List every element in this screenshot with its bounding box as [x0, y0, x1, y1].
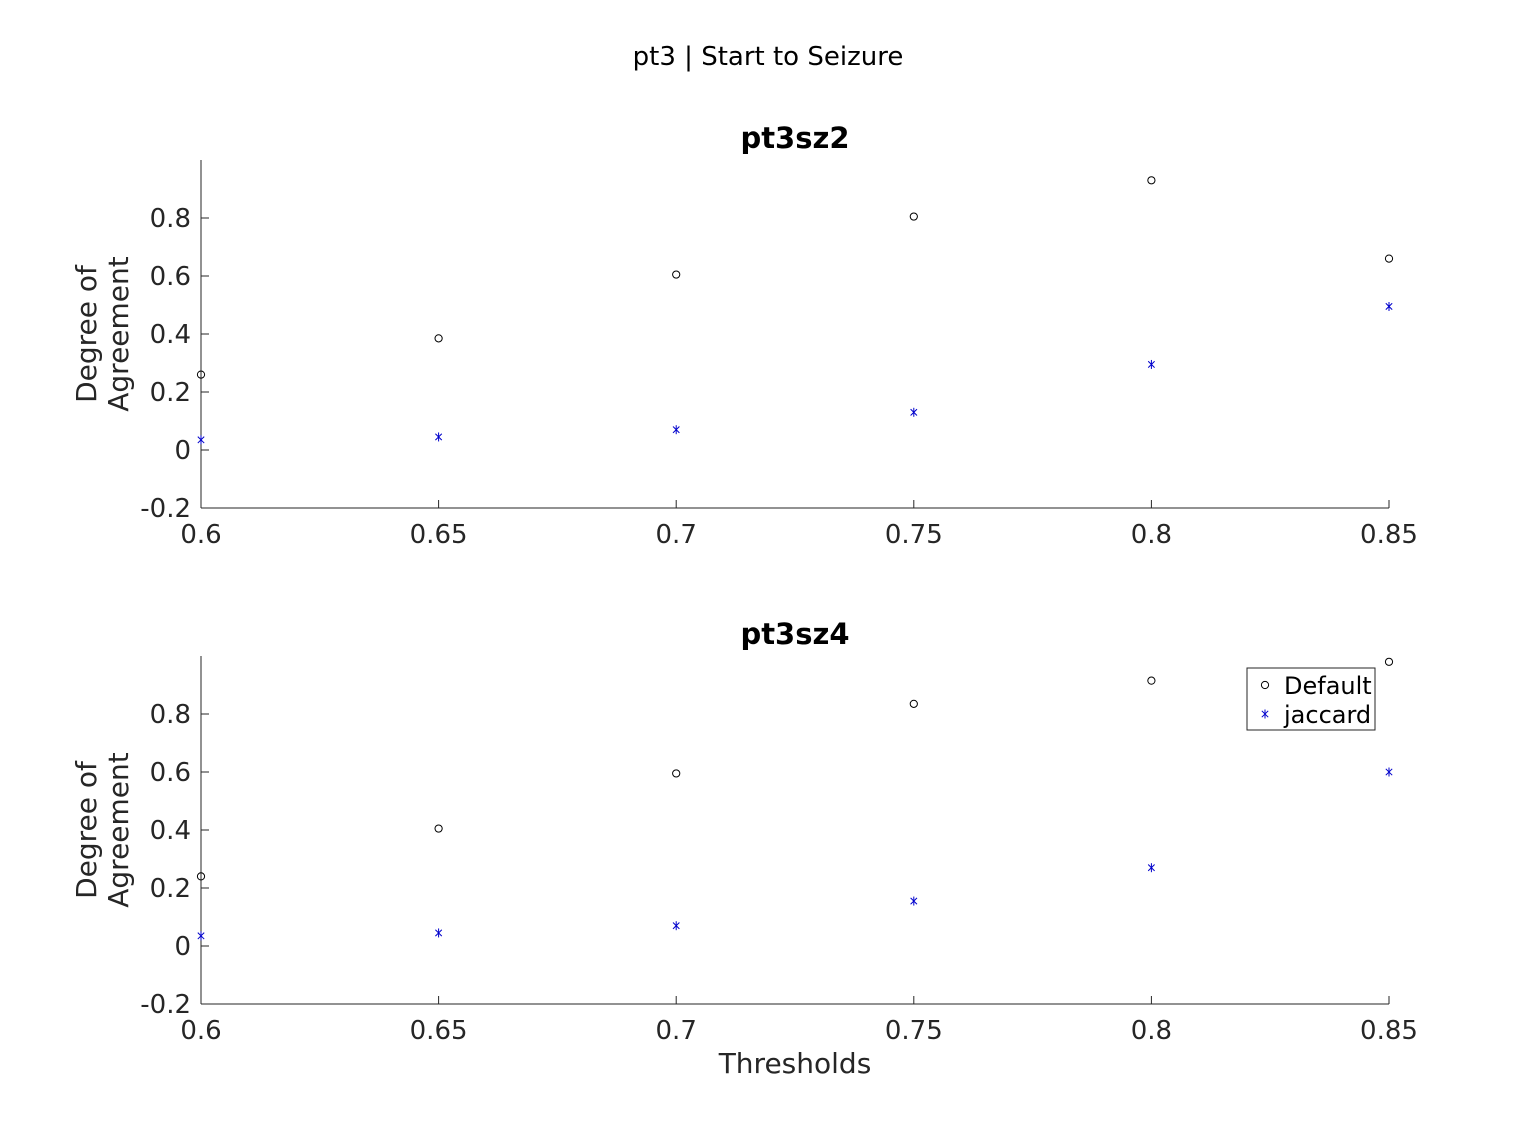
jaccard-point: [197, 435, 205, 445]
x-tick-label: 0.7: [656, 1016, 697, 1046]
legend-entry-label: jaccard: [1283, 701, 1371, 729]
y-tick-label: -0.2: [140, 990, 191, 1020]
default-point: [196, 370, 206, 379]
y-tick-label: 0.8: [150, 204, 191, 234]
subplot-title: pt3sz2: [740, 121, 849, 155]
figure-title: pt3 | Start to Seizure: [633, 42, 904, 72]
x-axis-label: Thresholds: [718, 1047, 872, 1080]
default-point: [196, 872, 206, 881]
jaccard-point: [1147, 863, 1155, 873]
y-tick-label: 0.4: [150, 816, 191, 846]
y-axis-label: Degree ofAgreement: [70, 256, 135, 412]
jaccard-point: [435, 432, 443, 442]
legend-entry-label: Default: [1284, 672, 1372, 700]
x-tick-label: 0.7: [656, 520, 697, 550]
x-tick-label: 0.8: [1131, 1016, 1172, 1046]
y-tick-label: 0: [174, 932, 191, 962]
x-tick-label: 0.65: [410, 1016, 468, 1046]
x-tick-label: 0.8: [1131, 520, 1172, 550]
default-point: [1384, 657, 1394, 666]
y-tick-label: 0.8: [150, 700, 191, 730]
y-tick-label: 0.2: [150, 874, 191, 904]
default-point: [1147, 176, 1156, 185]
jaccard-point: [435, 928, 443, 938]
x-tick-label: 0.6: [180, 520, 221, 550]
default-point: [1384, 254, 1394, 263]
default-point: [909, 699, 918, 708]
jaccard-point: [197, 931, 205, 941]
x-tick-label: 0.75: [885, 520, 943, 550]
jaccard-point: [910, 407, 918, 417]
y-tick-label: 0.6: [150, 758, 191, 788]
y-tick-label: 0: [174, 436, 191, 466]
x-tick-label: 0.85: [1360, 1016, 1418, 1046]
y-tick-label: -0.2: [140, 494, 191, 524]
x-tick-label: 0.85: [1360, 520, 1418, 550]
default-point: [672, 270, 681, 279]
default-point: [909, 212, 918, 221]
subplot-pt3sz4: pt3sz4 0.6 0.65 0.7 0.75 0.8 0.85 -0.2 0 0.2 0.4 0.…: [70, 617, 1418, 1080]
y-axis-label: Degree ofAgreement: [70, 752, 135, 908]
legend-jaccard-marker: [1261, 709, 1269, 719]
y-tick-label: 0.6: [150, 262, 191, 292]
x-tick-label: 0.6: [180, 1016, 221, 1046]
jaccard-point: [672, 921, 680, 931]
y-tick-label: 0.4: [150, 320, 191, 350]
x-tick-label: 0.75: [885, 1016, 943, 1046]
default-point: [672, 769, 681, 778]
y-tick-label: 0.2: [150, 378, 191, 408]
jaccard-point: [1385, 767, 1393, 777]
default-point: [434, 824, 443, 833]
default-point: [434, 334, 443, 343]
jaccard-point: [672, 425, 680, 435]
subplot-title: pt3sz4: [740, 617, 849, 651]
x-tick-label: 0.65: [410, 520, 468, 550]
jaccard-point: [910, 896, 918, 906]
jaccard-point: [1385, 301, 1393, 311]
default-point: [1147, 676, 1156, 685]
legend-default-marker: [1260, 680, 1270, 690]
jaccard-point: [1147, 359, 1155, 369]
legend-box: [1246, 667, 1376, 731]
subplot-pt3sz2: pt3sz2 0.6 0.65 0.7 0.75 0.8 0.85 -0.2 0 0.2 0.4 0.…: [70, 121, 1418, 550]
